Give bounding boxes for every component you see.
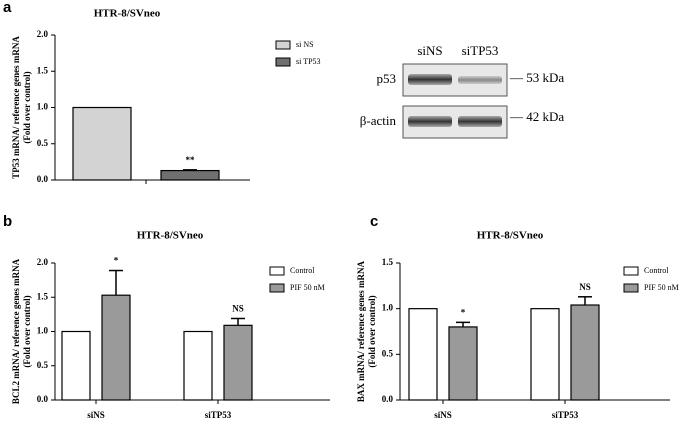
bar [160, 169, 220, 181]
y-tick-label: 1.5 [382, 257, 394, 267]
blot-band [408, 116, 452, 127]
y-tick-label: 2.0 [37, 29, 49, 39]
blot-band [458, 76, 502, 84]
y-axis-label: TP53 mRNA/ reference genes mRNA [11, 36, 21, 179]
legend-swatch [269, 283, 285, 293]
y-tick-label: 0.0 [382, 394, 394, 404]
y-tick-label: 0.0 [37, 174, 49, 184]
y-tick-label: 1.0 [382, 303, 394, 313]
y-tick-label: 0.5 [37, 138, 49, 148]
legend-swatch [623, 266, 639, 276]
x-tick-label: siTP53 [205, 410, 232, 420]
blot-band [408, 74, 452, 85]
legend-swatch [275, 57, 291, 67]
bar [223, 324, 253, 401]
bar [408, 308, 438, 401]
significance-label: * [461, 307, 466, 317]
y-axis-label: (Fold over control) [22, 295, 32, 367]
y-tick-label: 0.5 [382, 348, 394, 358]
bar [448, 326, 478, 401]
y-axis-label: BCL2 mRNA/ reference genes mRNA [11, 258, 21, 404]
panel-letter: b [3, 213, 12, 230]
lane-label: siNS [417, 43, 442, 58]
x-tick-label: siNS [434, 410, 452, 420]
bar [101, 294, 131, 401]
western-blot: siNS siTP53 p53 β-actin — 53 kDa — 42 kD… [360, 43, 564, 139]
bar [530, 308, 560, 401]
y-tick-label: 1.5 [37, 291, 49, 301]
protein-label: β-actin [360, 113, 397, 128]
y-tick-label: 1.5 [37, 65, 49, 75]
x-tick-label: siTP53 [552, 410, 579, 420]
legend-swatch [275, 40, 291, 50]
significance-label: ** [186, 155, 196, 165]
legend-label: si NS [296, 40, 314, 49]
legend-label: PIF 50 nM [644, 283, 679, 292]
legend-label: Control [644, 266, 669, 275]
significance-label: * [114, 256, 119, 266]
y-axis-label: BAX mRNA/ reference genes mRNA [356, 260, 366, 402]
y-tick-label: 1.0 [37, 102, 49, 112]
bar [570, 304, 600, 401]
blot-band [458, 116, 502, 127]
legend-swatch [269, 266, 285, 276]
chart-title: HTR-8/SVneo [477, 230, 544, 242]
legend-label: PIF 50 nM [290, 283, 325, 292]
panel-letter: a [3, 0, 12, 16]
x-tick-label: siNS [87, 410, 105, 420]
y-tick-label: 0.5 [37, 360, 49, 370]
size-label: — 42 kDa [509, 109, 564, 124]
chart-title: HTR-8/SVneo [137, 230, 204, 242]
chart-title: HTR-8/SVneo [94, 8, 161, 20]
protein-label: p53 [377, 71, 397, 86]
bar [183, 330, 213, 401]
lane-label: siTP53 [462, 43, 499, 58]
size-label: — 53 kDa [509, 70, 564, 85]
y-tick-label: 0.0 [37, 394, 49, 404]
significance-label: NS [579, 282, 591, 292]
legend-swatch [623, 283, 639, 293]
significance-label: NS [232, 304, 244, 314]
bar [61, 330, 91, 401]
y-axis-label: (Fold over control) [22, 71, 32, 143]
y-tick-label: 1.0 [37, 326, 49, 336]
panel-letter: c [370, 213, 378, 230]
legend-label: Control [290, 266, 315, 275]
y-axis-label: (Fold over control) [367, 295, 377, 367]
bar [72, 106, 132, 181]
legend-label: si TP53 [296, 57, 321, 66]
y-tick-label: 2.0 [37, 257, 49, 267]
